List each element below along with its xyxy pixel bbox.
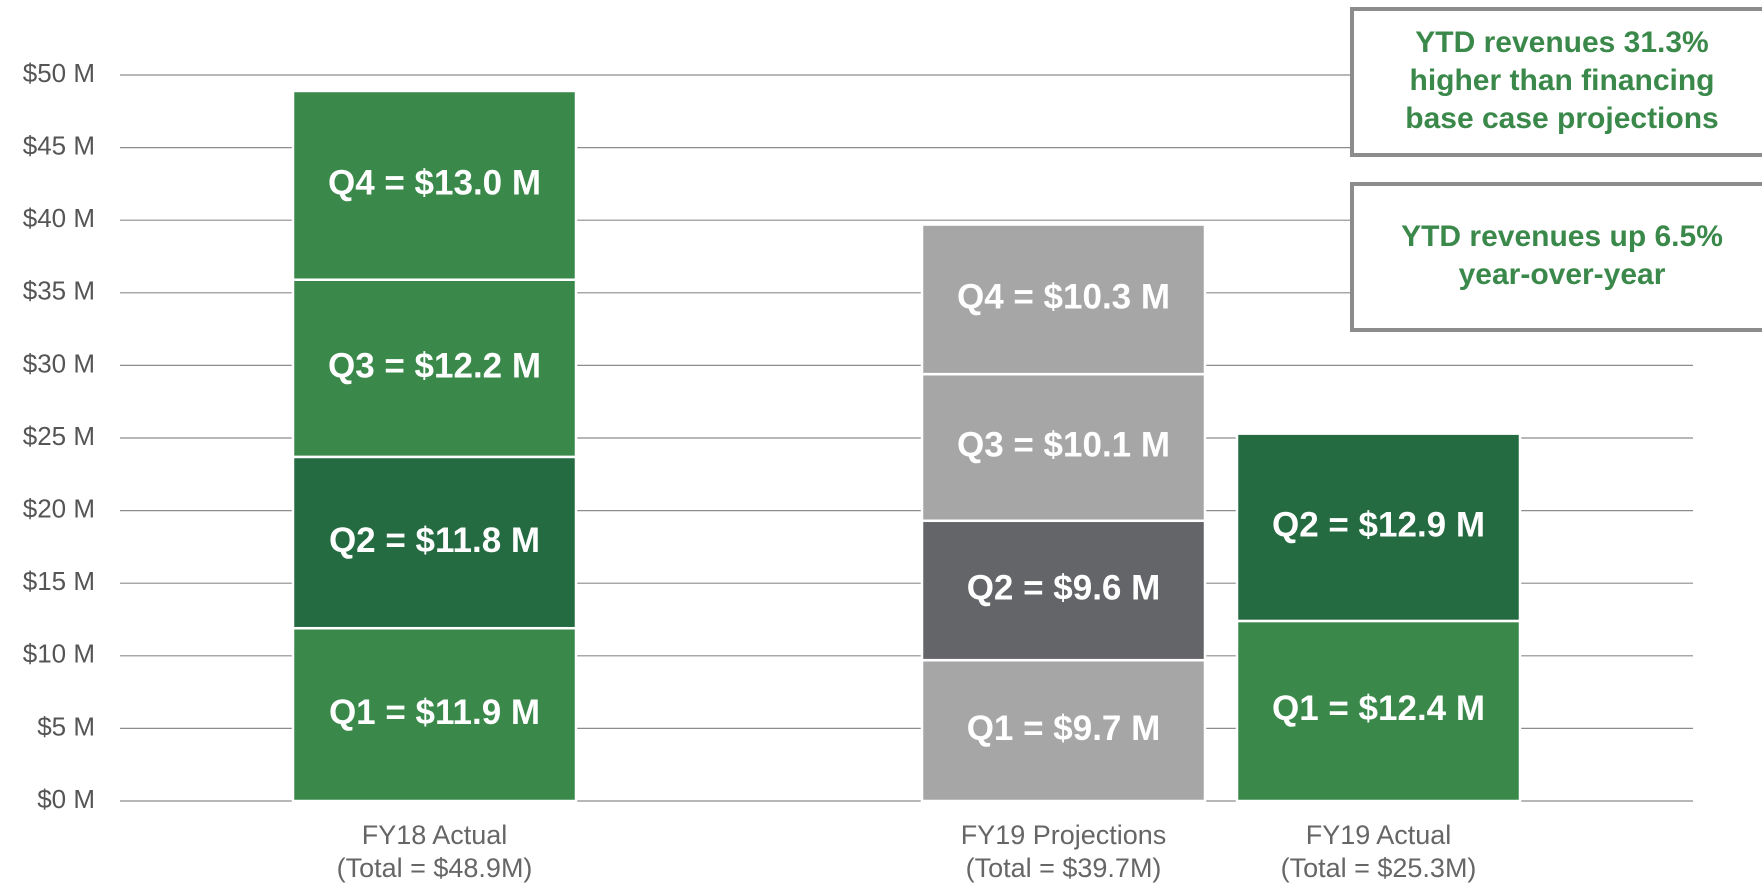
y-tick-label: $25 M [23, 421, 95, 451]
y-tick-label: $50 M [23, 58, 95, 88]
annotation-box [1350, 7, 1762, 157]
x-tick-sublabel: (Total = $39.7M) [966, 853, 1162, 883]
x-tick-label: FY19 Projections [961, 820, 1167, 850]
bar-segment [920, 223, 1207, 376]
segment-label: Q4 = $13.0 M [328, 164, 541, 203]
segment-label: Q2 = $9.6 M [967, 569, 1161, 608]
bar-segment [291, 278, 578, 459]
y-tick-label: $45 M [23, 130, 95, 160]
y-tick-label: $10 M [23, 639, 95, 669]
segment-label: Q3 = $10.1 M [957, 426, 1170, 465]
annotation-text: YTD revenues 31.3% [1415, 26, 1708, 59]
annotation-text: base case projections [1405, 102, 1718, 135]
bar-segment [291, 455, 578, 630]
bar-segment [291, 89, 578, 281]
bar-segment [1235, 619, 1522, 803]
annotation-text: YTD revenues up 6.5% [1401, 220, 1723, 253]
bar-segment [291, 626, 578, 803]
y-tick-label: $0 M [37, 784, 95, 814]
annotation-text: higher than financing [1410, 64, 1715, 97]
annotation-box [1350, 182, 1762, 332]
x-tick-label: FY19 Actual [1306, 820, 1452, 850]
y-tick-label: $40 M [23, 203, 95, 233]
y-tick-label: $30 M [23, 348, 95, 378]
segment-label: Q2 = $11.8 M [329, 521, 540, 560]
bar-segment [1235, 432, 1522, 623]
x-tick-sublabel: (Total = $25.3M) [1281, 853, 1477, 883]
segment-label: Q1 = $9.7 M [967, 709, 1161, 748]
segment-label: Q1 = $12.4 M [1272, 689, 1485, 728]
y-tick-label: $35 M [23, 276, 95, 306]
segment-label: Q3 = $12.2 M [328, 347, 541, 386]
segment-label: Q4 = $10.3 M [957, 278, 1170, 317]
y-tick-label: $15 M [23, 566, 95, 596]
x-tick-label: FY18 Actual [362, 820, 508, 850]
y-tick-label: $5 M [37, 711, 95, 741]
bar-segment [920, 658, 1207, 803]
annotation-text: year-over-year [1459, 258, 1666, 291]
x-tick-sublabel: (Total = $48.9M) [337, 853, 533, 883]
segment-label: Q1 = $11.9 M [329, 693, 540, 732]
y-tick-label: $20 M [23, 493, 95, 523]
segment-label: Q2 = $12.9 M [1272, 506, 1485, 545]
